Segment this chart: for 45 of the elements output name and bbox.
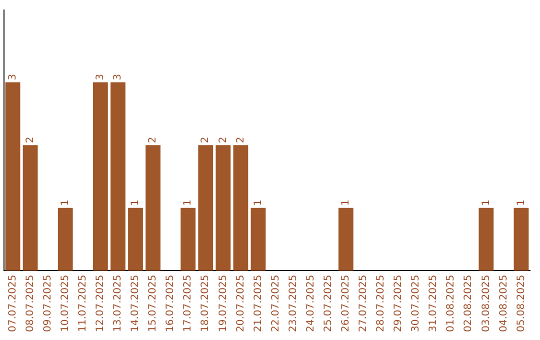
x-tick-label: 20.07.2025 [235, 274, 246, 332]
x-tick-label: 13.07.2025 [112, 274, 124, 332]
x-tick-label: 25.07.2025 [322, 274, 334, 332]
x-tick-label: 03.08.2025 [480, 274, 492, 332]
x-tick-label: 22.07.2025 [270, 274, 282, 332]
data-label: 1 [516, 200, 527, 206]
x-tick-label: 02.08.2025 [463, 274, 474, 332]
x-tick-label: 12.07.2025 [95, 274, 106, 332]
x-tick-label: 27.07.2025 [358, 274, 370, 332]
x-tick-label: 18.07.2025 [200, 274, 212, 332]
x-tick-label: 26.07.2025 [340, 274, 352, 332]
x-tick-label: 30.07.2025 [410, 274, 422, 332]
data-label: 1 [182, 200, 194, 206]
data-label: 3 [112, 74, 124, 80]
x-tick-label: 16.07.2025 [165, 274, 176, 332]
data-label: 3 [95, 74, 106, 80]
x-tick-label: 14.07.2025 [130, 274, 142, 332]
data-label: 1 [252, 200, 264, 206]
x-tick-label: 10.07.2025 [60, 274, 71, 332]
x-tick-label: 05.08.2025 [516, 274, 527, 332]
x-tick-label: 11.07.2025 [77, 274, 88, 332]
x-tick-label: 29.07.2025 [393, 274, 404, 332]
data-label: 2 [148, 136, 159, 144]
x-tick-label: 04.08.2025 [498, 274, 510, 332]
x-tick-label: 08.07.2025 [24, 274, 36, 332]
x-tick-label: 21.07.2025 [252, 274, 264, 332]
x-tick-label: 17.07.2025 [182, 274, 194, 332]
data-label: 1 [60, 200, 71, 206]
data-label: 1 [340, 200, 352, 206]
x-tick-label: 07.07.2025 [7, 274, 18, 332]
data-label: 2 [235, 136, 246, 144]
x-tick-label: 09.07.2025 [42, 274, 54, 332]
data-label: 2 [24, 136, 36, 144]
data-label: 3 [7, 74, 18, 80]
x-tick-label: 24.07.2025 [305, 274, 316, 332]
data-label: 2 [200, 136, 212, 144]
data-label: 2 [218, 136, 229, 144]
x-tick-label: 19.07.2025 [218, 274, 229, 332]
data-label: 1 [130, 200, 142, 206]
x-tick-label: 28.07.2025 [376, 274, 387, 332]
data-label: 1 [480, 200, 492, 206]
x-tick-label: 15.07.2025 [148, 274, 159, 332]
x-tick-label: 31.07.2025 [428, 274, 440, 332]
x-tick-label: 01.08.2025 [446, 274, 457, 332]
x-tick-label: 23.07.2025 [288, 274, 299, 332]
